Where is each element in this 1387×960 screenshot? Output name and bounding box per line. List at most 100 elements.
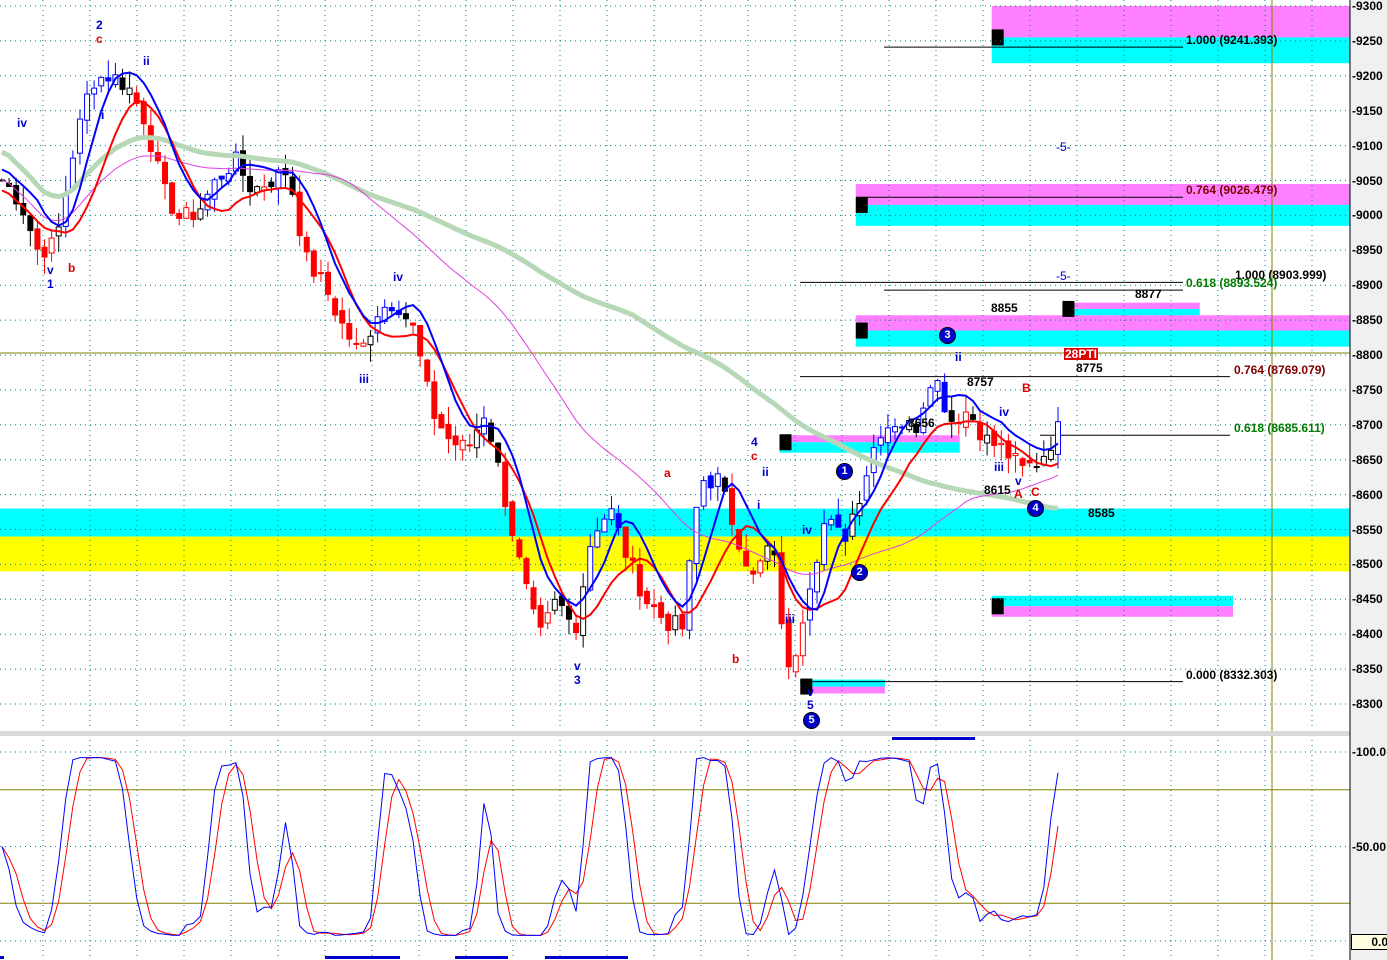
price-tick-label: -8550 (1352, 522, 1383, 537)
signal-bar (545, 956, 628, 959)
wave-label: v (1015, 474, 1022, 488)
signal-bar (455, 956, 508, 959)
wave-label: iii (994, 460, 1005, 474)
price-label: 8877 (1135, 287, 1162, 301)
price-label: 8585 (1088, 506, 1115, 520)
candle-body (84, 93, 91, 121)
candle-body (176, 212, 183, 219)
candle-body (27, 215, 34, 232)
wave-label: 1 (47, 277, 54, 291)
price-tick-label: -8500 (1352, 557, 1383, 572)
wave-label: c (96, 32, 103, 46)
candle-body (587, 546, 594, 591)
candle-body (34, 228, 41, 250)
candle-body (551, 598, 558, 611)
fib-label: 1.000 (9241.393) (1186, 33, 1278, 47)
candle-body (608, 508, 615, 521)
price-label: 8757 (967, 375, 994, 389)
wave-label: ii (143, 54, 150, 68)
candle-body (516, 539, 523, 558)
candle-body (714, 473, 721, 487)
candle-body (651, 604, 658, 608)
candle-body (877, 437, 884, 446)
price-tick-label: -8300 (1352, 697, 1383, 711)
candle-body (1005, 440, 1012, 459)
fib-label: 0.000 (8332.303) (1186, 668, 1278, 682)
candle-body (594, 530, 601, 548)
target-zone-top (991, 6, 1350, 38)
candle-body (105, 77, 112, 82)
candle-body (218, 175, 225, 180)
candle-body (799, 622, 806, 657)
candle-body (672, 615, 679, 631)
candle-body (48, 237, 55, 254)
wave-label: A (1014, 487, 1023, 501)
candle-body (629, 557, 636, 561)
candle-body (339, 310, 346, 324)
price-label: 8775 (1076, 361, 1103, 375)
zone-marker (855, 322, 868, 339)
candle-body (310, 250, 317, 277)
candle-body (197, 208, 204, 220)
candle-body (764, 545, 771, 562)
wave-label: iv (17, 116, 28, 130)
wave-label: iv (999, 405, 1010, 419)
price-label: 8855 (991, 301, 1018, 315)
candle-body (728, 488, 735, 525)
price-tick-label: -9300 (1352, 0, 1383, 13)
candle-body (402, 313, 409, 320)
candle-body (502, 461, 509, 508)
candle-body (998, 442, 1005, 446)
target-zone-top (855, 183, 1350, 205)
candle-body (913, 423, 920, 433)
candle-body (190, 211, 197, 221)
candle-body (636, 564, 643, 597)
target-zone-top (800, 679, 885, 687)
candle-body (509, 501, 516, 536)
wave-label: v (47, 263, 54, 277)
candle-body (1019, 458, 1026, 466)
candle-body (119, 77, 126, 90)
candle-body (162, 161, 169, 185)
candle-body (707, 475, 714, 489)
zone-marker (855, 196, 868, 213)
wave-circle: 4 (1027, 500, 1044, 517)
candle-body (1047, 449, 1054, 460)
price-tick-label: -8600 (1352, 487, 1383, 502)
signal-bar (325, 956, 400, 959)
candle-body (821, 523, 828, 566)
target-zone-bottom (1062, 308, 1200, 316)
candle-body (1026, 459, 1033, 464)
candle-body (977, 422, 984, 441)
fib-label: 0.618 (8685.611) (1234, 421, 1325, 435)
target-zone-bottom (779, 442, 960, 453)
candle-body (367, 335, 374, 346)
price-tick-label: -9200 (1352, 68, 1383, 83)
fib-label: 0.618 (8893.524) (1186, 276, 1278, 290)
candle-body (523, 558, 530, 585)
wave-circle: 3 (939, 327, 956, 344)
wave-circle: 2 (851, 564, 868, 581)
candle-body (424, 359, 431, 382)
candle-body (601, 518, 608, 533)
candle-body (948, 410, 955, 422)
candle-body (325, 271, 332, 295)
price-tick-label: -9250 (1352, 33, 1383, 48)
price-tick-label: -8750 (1352, 382, 1383, 397)
wave-label: b (732, 652, 740, 666)
fib-label: 0.764 (9026.479) (1186, 183, 1278, 197)
candle-body (417, 325, 424, 357)
blue-moving-average (1, 71, 1059, 611)
candle-body (91, 87, 98, 95)
candle-body (962, 411, 969, 428)
price-tick-label: -8950 (1352, 243, 1383, 258)
candle-body (785, 619, 792, 668)
wave-label: i (757, 498, 761, 512)
wave-label: ii (762, 465, 769, 479)
wave-label: ii (955, 350, 962, 364)
candle-body (530, 587, 537, 610)
target-zone-top (991, 595, 1234, 607)
candle-body (332, 298, 339, 316)
wave-label: 5 (807, 698, 814, 712)
